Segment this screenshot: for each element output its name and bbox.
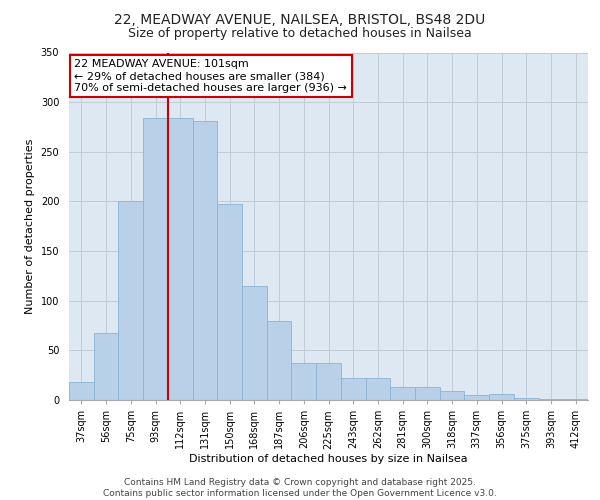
Bar xyxy=(292,364,316,400)
Bar xyxy=(464,395,489,400)
X-axis label: Distribution of detached houses by size in Nailsea: Distribution of detached houses by size … xyxy=(189,454,468,464)
Bar xyxy=(217,204,242,400)
Bar xyxy=(563,399,588,400)
Bar xyxy=(365,378,390,400)
Text: 22 MEADWAY AVENUE: 101sqm
← 29% of detached houses are smaller (384)
70% of semi: 22 MEADWAY AVENUE: 101sqm ← 29% of detac… xyxy=(74,60,347,92)
Bar xyxy=(390,387,415,400)
Text: Contains HM Land Registry data © Crown copyright and database right 2025.
Contai: Contains HM Land Registry data © Crown c… xyxy=(103,478,497,498)
Bar xyxy=(415,387,440,400)
Bar xyxy=(242,286,267,400)
Bar xyxy=(69,382,94,400)
Bar xyxy=(118,202,143,400)
Y-axis label: Number of detached properties: Number of detached properties xyxy=(25,138,35,314)
Bar xyxy=(489,394,514,400)
Bar xyxy=(440,391,464,400)
Bar xyxy=(316,364,341,400)
Bar xyxy=(94,334,118,400)
Text: Size of property relative to detached houses in Nailsea: Size of property relative to detached ho… xyxy=(128,28,472,40)
Bar xyxy=(539,399,563,400)
Bar xyxy=(143,118,168,400)
Bar xyxy=(193,121,217,400)
Bar xyxy=(267,320,292,400)
Text: 22, MEADWAY AVENUE, NAILSEA, BRISTOL, BS48 2DU: 22, MEADWAY AVENUE, NAILSEA, BRISTOL, BS… xyxy=(115,12,485,26)
Bar xyxy=(514,398,539,400)
Bar xyxy=(168,118,193,400)
Bar xyxy=(341,378,365,400)
